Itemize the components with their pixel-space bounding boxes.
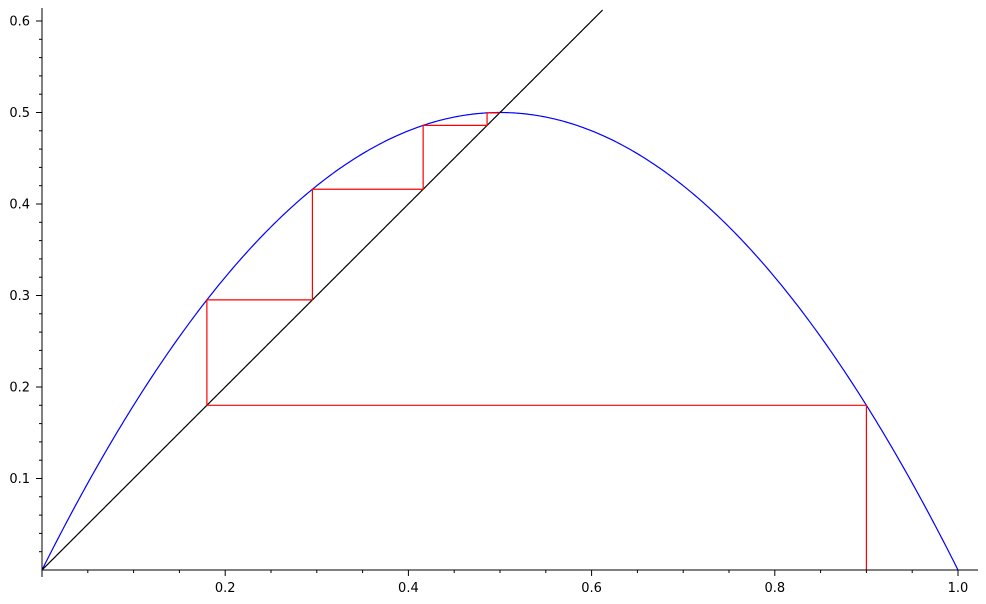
x-tick-label: 0.8 bbox=[764, 581, 785, 596]
x-tick-label: 0.4 bbox=[398, 581, 419, 596]
y-tick-label: 0.6 bbox=[9, 15, 30, 30]
x-tick-label: 0.2 bbox=[215, 581, 236, 596]
y-tick-label: 0.5 bbox=[9, 106, 30, 121]
identity-line bbox=[41, 9, 604, 571]
logistic-map-curve bbox=[41, 111, 959, 571]
plot-area bbox=[41, 9, 959, 571]
x-tick-label: 0.6 bbox=[581, 581, 602, 596]
x-axis: 0.2 0.4 0.6 0.8 1.0 bbox=[42, 569, 978, 596]
y-tick-label: 0.3 bbox=[9, 289, 30, 304]
cobweb-path bbox=[206, 112, 867, 570]
y-tick-label: 0.1 bbox=[9, 472, 30, 487]
y-tick-label: 0.2 bbox=[9, 381, 30, 396]
y-axis: 0.1 0.2 0.3 0.4 0.5 0.6 bbox=[9, 8, 43, 577]
y-tick-label: 0.4 bbox=[9, 198, 30, 213]
x-tick-label: 1.0 bbox=[948, 581, 969, 596]
